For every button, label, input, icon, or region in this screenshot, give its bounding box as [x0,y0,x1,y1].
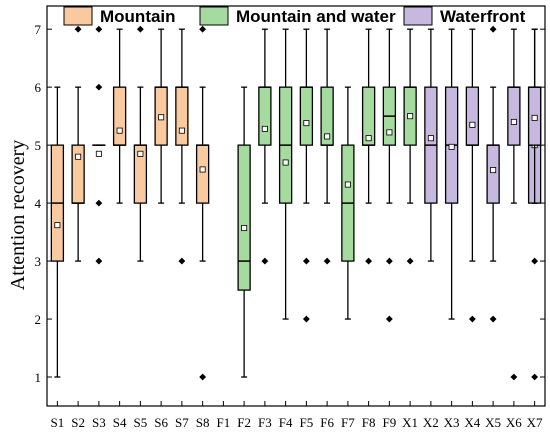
x-tick-label: F7 [341,415,355,430]
x-tick-label: F9 [383,415,397,430]
x-tick-label: S4 [113,415,127,430]
mean-marker [448,143,455,150]
mean-marker [490,167,497,174]
x-tick-label: X5 [485,415,501,430]
outlier-point [302,257,310,265]
legend-swatch [403,6,433,26]
mean-marker [178,127,185,134]
mean-marker [510,118,517,125]
outlier-point [489,315,497,323]
legend: Mountain Mountain and water Waterfront [63,6,526,26]
outlier-point [74,25,82,33]
mean-marker [54,222,61,229]
outlier-point [510,373,518,381]
outlier-point [178,257,186,265]
outlier-point [302,315,310,323]
x-tick-label: F5 [300,415,314,430]
box [465,86,480,146]
box [486,144,500,204]
mean-marker [407,113,414,120]
box [112,86,127,146]
y-tick-label: 6 [35,80,42,95]
outlier-point [136,25,144,33]
x-tick-label: X3 [444,415,460,430]
outlier-point [468,315,476,323]
mean-marker [158,114,165,121]
y-axis-title: Attention recovery [7,140,29,291]
legend-swatch [63,6,93,26]
outlier-point [385,315,393,323]
outlier-point [489,25,497,33]
box [175,86,189,146]
outlier-point [95,25,103,33]
mean-marker [469,121,476,128]
outlier-point [95,257,103,265]
outlier-point [323,257,331,265]
x-tick-label: X1 [402,415,418,430]
y-tick-label: 2 [35,312,42,327]
mean-marker [344,181,351,188]
mean-marker [261,125,268,132]
x-axis: S1 S2 S3 S4 S5 S6 S7 S8 F1 F2 F3 F4 F5 F6 F7 F8 F9 X1 X2 X3… [51,401,543,430]
mean-marker [75,153,82,160]
x-tick-label: X7 [527,415,543,430]
outlier-point [406,257,414,265]
mean-marker [531,114,538,121]
x-tick-label: F6 [320,415,334,430]
x-tick-label: S3 [92,415,106,430]
mean-marker [303,120,310,127]
box [195,144,210,204]
x-tick-label: X6 [506,415,522,430]
mean-marker [137,150,144,157]
x-tick-label: S8 [196,415,210,430]
mean-marker [427,135,434,142]
plot-frame [46,5,546,407]
x-tick-label: F2 [237,415,251,430]
mean-marker [116,127,123,134]
outlier-point [531,257,539,265]
outlier-point [261,257,269,265]
x-tick-label: X4 [464,415,480,430]
x-tick-label: F3 [258,415,272,430]
x-tick-label: S5 [134,415,148,430]
y-tick-label: 4 [35,196,42,211]
y-tick-label: 3 [35,254,42,269]
mean-marker [199,166,206,173]
mean-marker [282,159,289,166]
x-tick-label: S7 [175,415,189,430]
mean-marker [241,225,248,232]
box [507,86,521,146]
box [299,86,314,146]
legend-label: Mountain [100,7,176,26]
box [237,144,251,291]
x-tick-label: S6 [154,415,168,430]
outlier-point [199,373,207,381]
box [258,86,272,146]
x-tick-label: X2 [423,415,439,430]
outlier-point [365,257,373,265]
mean-marker [386,129,393,136]
legend-label: Mountain and water [236,7,396,26]
box-group [50,25,542,381]
x-tick-label: F4 [279,415,293,430]
x-tick-label: S1 [51,415,65,430]
y-tick-label: 5 [35,138,42,153]
outlier-point [199,25,207,33]
outlier-point [95,83,103,91]
mean-marker [365,135,372,142]
y-tick-label: 7 [35,22,42,37]
legend-label: Waterfront [440,7,526,26]
outlier-point [95,199,103,207]
x-tick-label: F1 [217,415,231,430]
outlier-point [385,257,393,265]
x-tick-label: S2 [71,415,85,430]
mean-marker [324,133,331,140]
x-tick-label: F8 [362,415,376,430]
y-tick-label: 1 [35,370,42,385]
outlier-point [531,373,539,381]
legend-swatch [199,6,229,26]
mean-marker [95,150,102,157]
